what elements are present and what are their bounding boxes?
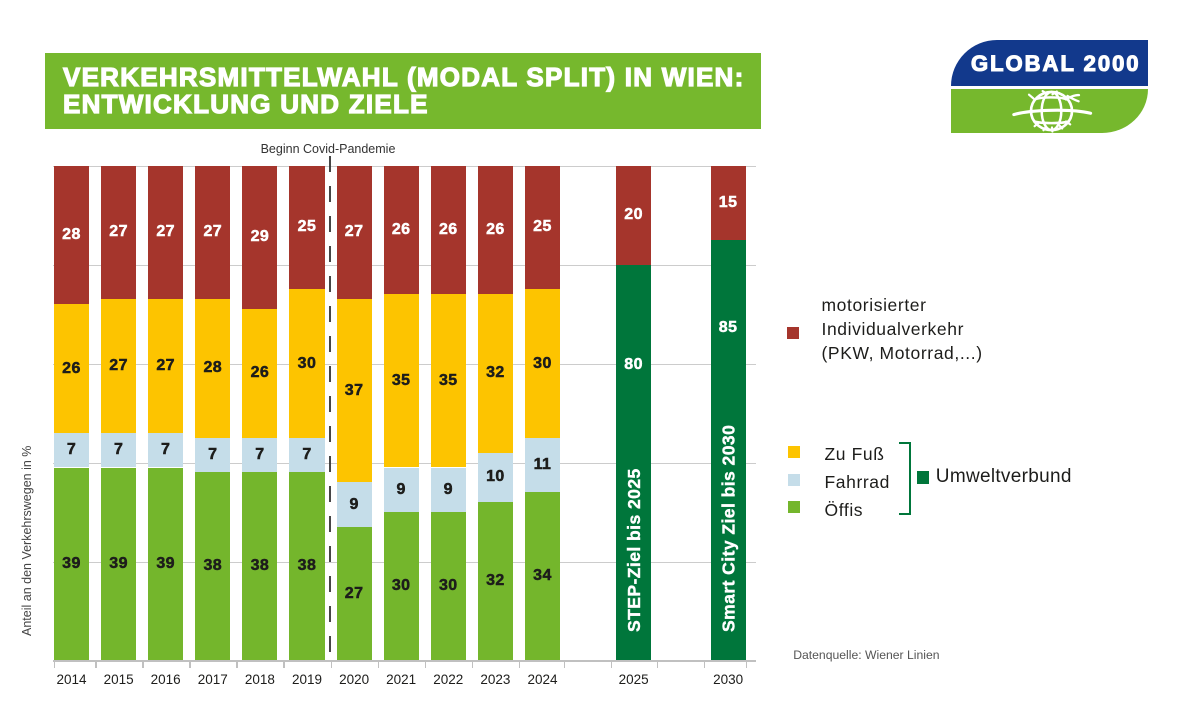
svg-text:STEP-Ziel bis 2025: STEP-Ziel bis 2025 [624, 468, 644, 632]
svg-text:Smart City Ziel bis 2030: Smart City Ziel bis 2030 [718, 425, 738, 632]
